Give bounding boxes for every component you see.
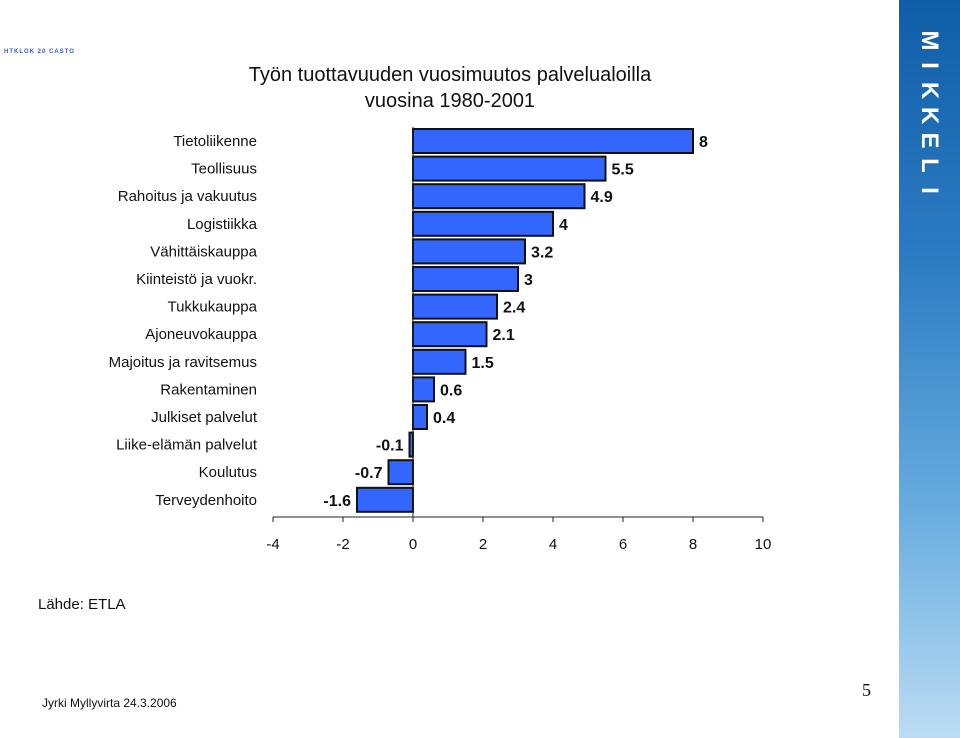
brand-strip: M I K K E L I: [899, 0, 960, 738]
chart-title: Työn tuottavuuden vuosimuutos palvelualo…: [160, 62, 740, 114]
data-label: 0.4: [433, 410, 455, 427]
category-label: Julkiset palvelut: [151, 409, 258, 426]
bar: [356, 486, 414, 513]
category-label: Kiinteistö ja vuokr.: [136, 271, 257, 288]
bar: [412, 155, 607, 182]
category-label: Koulutus: [199, 464, 257, 481]
category-label: Rakentaminen: [160, 381, 257, 398]
bar: [412, 321, 488, 348]
data-label: 2.4: [503, 300, 525, 317]
x-tick-label: 4: [549, 536, 557, 553]
bar: [412, 293, 498, 320]
bar: [412, 376, 435, 403]
x-tick-label: -2: [336, 536, 349, 553]
x-tick-label: 2: [479, 536, 487, 553]
category-label: Liike-elämän palvelut: [116, 437, 258, 454]
data-label: 2.1: [493, 327, 515, 344]
bar: [412, 183, 586, 210]
category-label: Logistiikka: [187, 216, 258, 233]
bar: [412, 210, 554, 237]
bar-chart: Tietoliikenne 8 Teollisuus 5.5 Rahoitus ja v…: [109, 127, 772, 553]
x-tick-label: 8: [689, 536, 697, 553]
source-note: Lähde: ETLA: [38, 596, 126, 613]
data-label: 3: [524, 272, 533, 289]
data-label: 4: [559, 217, 568, 234]
category-label: Teollisuus: [191, 161, 257, 178]
header-tag: HTKLOK 20 CASTO: [4, 49, 75, 55]
page-number: 5: [862, 680, 871, 700]
category-label: Tietoliikenne: [173, 133, 257, 150]
data-label: 1.5: [472, 355, 494, 372]
data-label: 8: [699, 134, 708, 151]
data-label: 3.2: [531, 244, 553, 261]
category-label: Tukkukauppa: [167, 299, 257, 316]
category-label: Rahoitus ja vakuutus: [118, 188, 257, 205]
bar: [412, 128, 694, 154]
category-label: Vähittäiskauppa: [150, 243, 257, 260]
data-label: 0.6: [440, 382, 462, 399]
x-tick-label: 6: [619, 536, 627, 553]
bar: [412, 266, 519, 292]
chart-title-line-2: vuosina 1980-2001: [364, 90, 536, 112]
chart-title-line-1: Työn tuottavuuden vuosimuutos palvelualo…: [248, 64, 652, 86]
category-label: Ajoneuvokauppa: [145, 326, 257, 343]
category-label: Majoitus ja ravitsemus: [109, 354, 257, 371]
footer-author: Jyrki Myllyvirta 24.3.2006: [42, 696, 177, 710]
x-tick-label: 0: [409, 536, 417, 553]
data-label: -0.1: [376, 438, 404, 455]
data-label: -1.6: [323, 493, 351, 510]
brand-logo-text: M I K K E L I: [899, 28, 960, 203]
x-tick-label: 10: [755, 536, 772, 553]
data-label: 4.9: [591, 189, 613, 206]
bar: [408, 431, 414, 458]
data-label: 5.5: [612, 162, 634, 179]
bar: [412, 404, 428, 430]
bar: [412, 238, 526, 265]
brand-letter: I: [916, 187, 943, 194]
data-label: -0.7: [355, 465, 383, 482]
category-label: Terveydenhoito: [155, 492, 257, 509]
x-tick-label: -4: [266, 536, 279, 553]
bar: [412, 348, 467, 375]
bar: [387, 459, 414, 486]
